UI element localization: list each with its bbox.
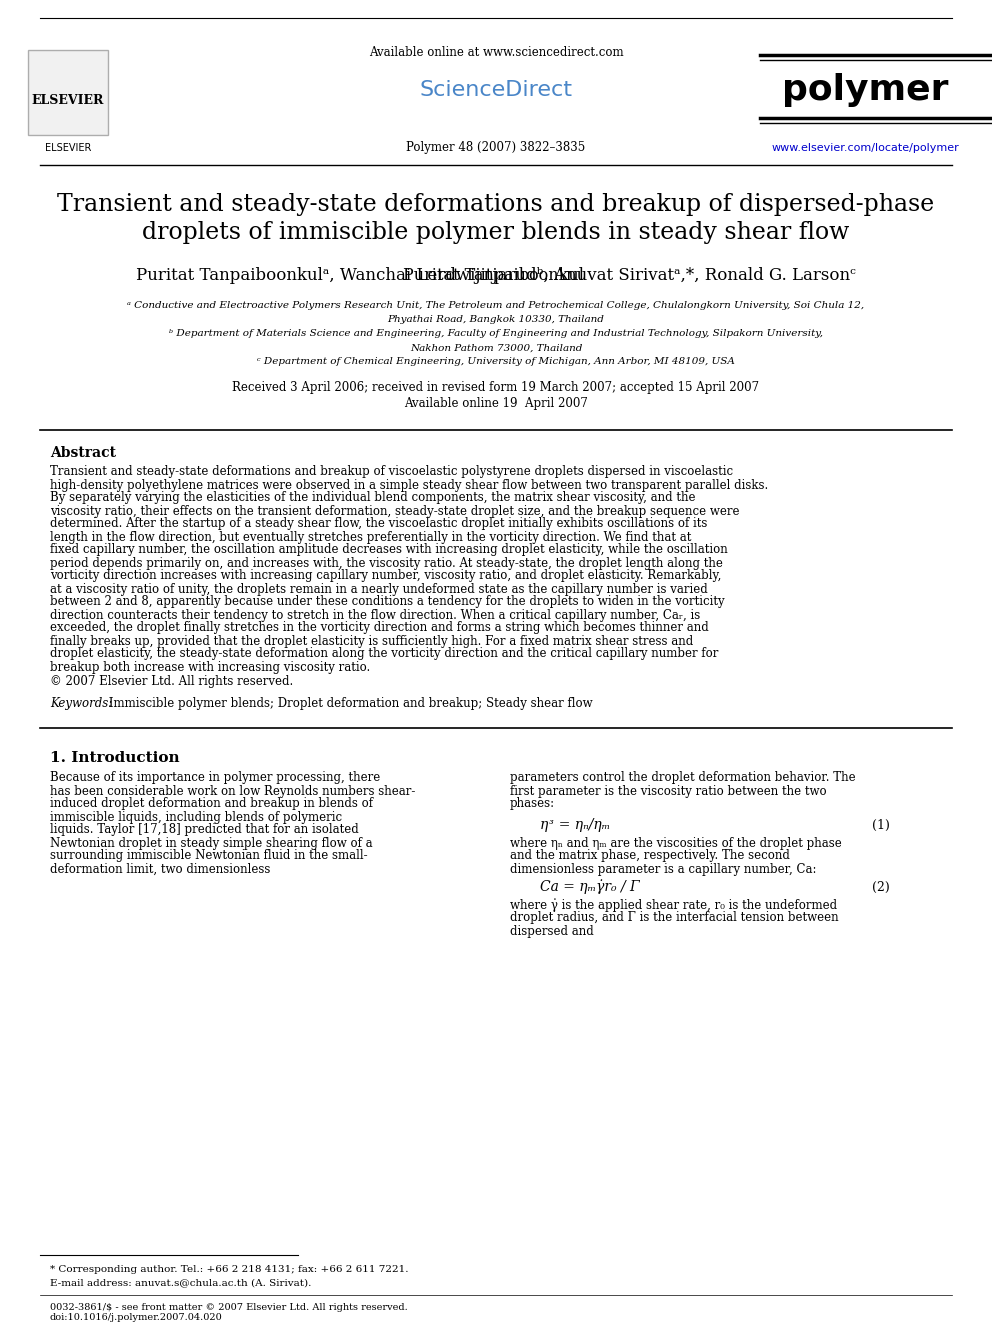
Text: surrounding immiscible Newtonian fluid in the small-: surrounding immiscible Newtonian fluid i… bbox=[50, 849, 368, 863]
Text: between 2 and 8, apparently because under these conditions a tendency for the dr: between 2 and 8, apparently because unde… bbox=[50, 595, 724, 609]
Text: droplets of immiscible polymer blends in steady shear flow: droplets of immiscible polymer blends in… bbox=[142, 221, 850, 243]
Text: dimensionless parameter is a capillary number, Ca:: dimensionless parameter is a capillary n… bbox=[510, 863, 816, 876]
Text: Because of its importance in polymer processing, there: Because of its importance in polymer pro… bbox=[50, 771, 380, 785]
Text: Nakhon Pathom 73000, Thailand: Nakhon Pathom 73000, Thailand bbox=[410, 344, 582, 352]
Text: ELSEVIER: ELSEVIER bbox=[45, 143, 91, 153]
Text: induced droplet deformation and breakup in blends of: induced droplet deformation and breakup … bbox=[50, 798, 373, 811]
Text: dispersed and: dispersed and bbox=[510, 925, 594, 938]
Text: high-density polyethylene matrices were observed in a simple steady shear flow b: high-density polyethylene matrices were … bbox=[50, 479, 768, 492]
Text: determined. After the startup of a steady shear flow, the viscoelastic droplet i: determined. After the startup of a stead… bbox=[50, 517, 707, 531]
Text: liquids. Taylor [17,18] predicted that for an isolated: liquids. Taylor [17,18] predicted that f… bbox=[50, 823, 359, 836]
Text: Newtonian droplet in steady simple shearing flow of a: Newtonian droplet in steady simple shear… bbox=[50, 836, 373, 849]
Text: (1): (1) bbox=[872, 819, 890, 831]
Text: Puritat Tanpaiboonkulᵃ, Wanchai Lerdwijitjarudᵇ, Anuvat Sirivatᵃ,*, Ronald G. La: Puritat Tanpaiboonkulᵃ, Wanchai Lerdwiji… bbox=[136, 267, 856, 284]
Text: ηᶟ = ηₙ/ηₘ: ηᶟ = ηₙ/ηₘ bbox=[540, 818, 610, 832]
Text: Transient and steady-state deformations and breakup of dispersed-phase: Transient and steady-state deformations … bbox=[58, 193, 934, 217]
Text: © 2007 Elsevier Ltd. All rights reserved.: © 2007 Elsevier Ltd. All rights reserved… bbox=[50, 676, 294, 688]
Text: has been considerable work on low Reynolds numbers shear-: has been considerable work on low Reynol… bbox=[50, 785, 416, 798]
Text: immiscible liquids, including blends of polymeric: immiscible liquids, including blends of … bbox=[50, 811, 342, 823]
Text: exceeded, the droplet finally stretches in the vorticity direction and forms a s: exceeded, the droplet finally stretches … bbox=[50, 622, 708, 635]
Text: deformation limit, two dimensionless: deformation limit, two dimensionless bbox=[50, 863, 271, 876]
Text: ELSEVIER: ELSEVIER bbox=[32, 94, 104, 106]
Text: polymer: polymer bbox=[782, 73, 948, 107]
Text: period depends primarily on, and increases with, the viscosity ratio. At steady-: period depends primarily on, and increas… bbox=[50, 557, 723, 569]
Text: where ηₙ and ηₘ are the viscosities of the droplet phase: where ηₙ and ηₘ are the viscosities of t… bbox=[510, 836, 842, 849]
Text: and the matrix phase, respectively. The second: and the matrix phase, respectively. The … bbox=[510, 849, 790, 863]
FancyBboxPatch shape bbox=[28, 50, 108, 135]
Text: ᵇ Department of Materials Science and Engineering, Faculty of Engineering and In: ᵇ Department of Materials Science and En… bbox=[169, 329, 823, 339]
Text: where γ̇ is the applied shear rate, r₀ is the undeformed: where γ̇ is the applied shear rate, r₀ i… bbox=[510, 898, 837, 912]
Text: Polymer 48 (2007) 3822–3835: Polymer 48 (2007) 3822–3835 bbox=[407, 142, 585, 155]
Text: By separately varying the elasticities of the individual blend components, the m: By separately varying the elasticities o… bbox=[50, 492, 695, 504]
Text: 1. Introduction: 1. Introduction bbox=[50, 751, 180, 765]
Text: doi:10.1016/j.polymer.2007.04.020: doi:10.1016/j.polymer.2007.04.020 bbox=[50, 1314, 223, 1323]
Text: droplet radius, and Γ is the interfacial tension between: droplet radius, and Γ is the interfacial… bbox=[510, 912, 838, 925]
Text: at a viscosity ratio of unity, the droplets remain in a nearly undeformed state : at a viscosity ratio of unity, the dropl… bbox=[50, 582, 707, 595]
Text: length in the flow direction, but eventually stretches preferentially in the vor: length in the flow direction, but eventu… bbox=[50, 531, 691, 544]
Text: ScienceDirect: ScienceDirect bbox=[420, 79, 572, 101]
Text: ᵃ Conductive and Electroactive Polymers Research Unit, The Petroleum and Petroch: ᵃ Conductive and Electroactive Polymers … bbox=[127, 302, 865, 311]
Text: viscosity ratio, their effects on the transient deformation, steady-state drople: viscosity ratio, their effects on the tr… bbox=[50, 504, 739, 517]
Text: direction counteracts their tendency to stretch in the flow direction. When a cr: direction counteracts their tendency to … bbox=[50, 609, 700, 622]
Text: www.elsevier.com/locate/polymer: www.elsevier.com/locate/polymer bbox=[771, 143, 959, 153]
Text: Available online 19  April 2007: Available online 19 April 2007 bbox=[404, 397, 588, 410]
Text: E-mail address: anuvat.s@chula.ac.th (A. Sirivat).: E-mail address: anuvat.s@chula.ac.th (A.… bbox=[50, 1278, 311, 1287]
Text: finally breaks up, provided that the droplet elasticity is sufficiently high. Fo: finally breaks up, provided that the dro… bbox=[50, 635, 693, 647]
Text: Immiscible polymer blends; Droplet deformation and breakup; Steady shear flow: Immiscible polymer blends; Droplet defor… bbox=[105, 697, 592, 710]
Text: Available online at www.sciencedirect.com: Available online at www.sciencedirect.co… bbox=[369, 45, 623, 58]
Text: Abstract: Abstract bbox=[50, 446, 116, 460]
Text: vorticity direction increases with increasing capillary number, viscosity ratio,: vorticity direction increases with incre… bbox=[50, 569, 721, 582]
Text: parameters control the droplet deformation behavior. The: parameters control the droplet deformati… bbox=[510, 771, 856, 785]
Text: breakup both increase with increasing viscosity ratio.: breakup both increase with increasing vi… bbox=[50, 660, 370, 673]
Text: Received 3 April 2006; received in revised form 19 March 2007; accepted 15 April: Received 3 April 2006; received in revis… bbox=[232, 381, 760, 394]
Text: Puritat Tanpaiboonkul: Puritat Tanpaiboonkul bbox=[403, 266, 589, 283]
Text: ᶜ Department of Chemical Engineering, University of Michigan, Ann Arbor, MI 4810: ᶜ Department of Chemical Engineering, Un… bbox=[257, 357, 735, 366]
Text: droplet elasticity, the steady-state deformation along the vorticity direction a: droplet elasticity, the steady-state def… bbox=[50, 647, 718, 660]
Text: * Corresponding author. Tel.: +66 2 218 4131; fax: +66 2 611 7221.: * Corresponding author. Tel.: +66 2 218 … bbox=[50, 1266, 409, 1274]
Text: Ca = ηₘγ̇r₀ / Γ: Ca = ηₘγ̇r₀ / Γ bbox=[540, 880, 640, 894]
Text: 0032-3861/$ - see front matter © 2007 Elsevier Ltd. All rights reserved.: 0032-3861/$ - see front matter © 2007 El… bbox=[50, 1303, 408, 1311]
Text: Keywords:: Keywords: bbox=[50, 697, 112, 710]
Text: first parameter is the viscosity ratio between the two: first parameter is the viscosity ratio b… bbox=[510, 785, 826, 798]
Text: Transient and steady-state deformations and breakup of viscoelastic polystyrene : Transient and steady-state deformations … bbox=[50, 466, 733, 479]
Text: fixed capillary number, the oscillation amplitude decreases with increasing drop: fixed capillary number, the oscillation … bbox=[50, 544, 728, 557]
Text: (2): (2) bbox=[872, 881, 890, 893]
Text: Phyathai Road, Bangkok 10330, Thailand: Phyathai Road, Bangkok 10330, Thailand bbox=[388, 315, 604, 324]
Text: phases:: phases: bbox=[510, 798, 556, 811]
